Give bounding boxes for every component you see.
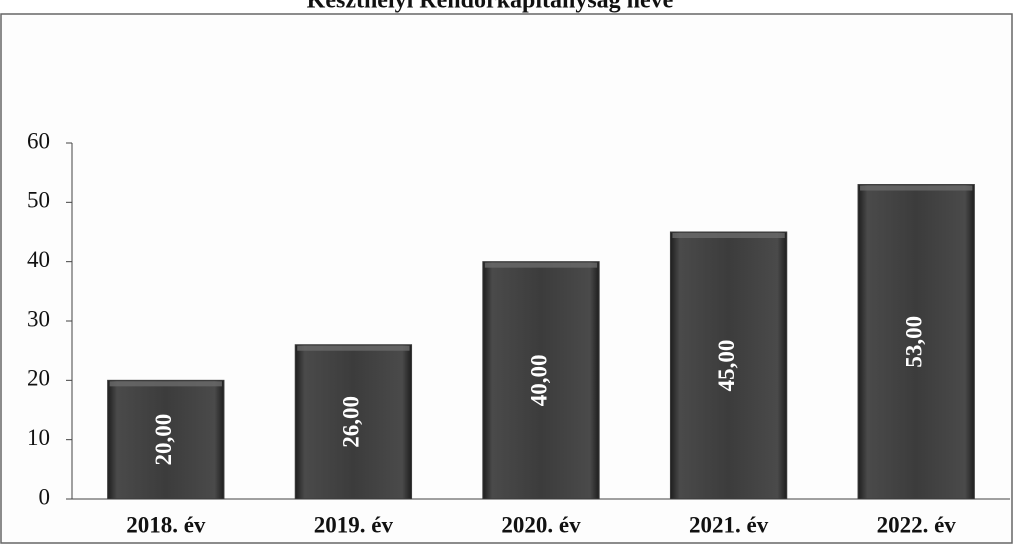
y-tick-label: 60 [27,128,50,153]
y-tick-label: 30 [27,306,50,331]
bar [669,231,788,500]
value-label: 40,00 [526,354,551,406]
y-tick-label: 0 [39,484,51,509]
x-tick-label: 2020. év [501,512,581,537]
bar [107,379,225,500]
x-tick-label: 2018. év [126,512,206,537]
x-tick-label: 2022. év [877,512,957,537]
y-tick-label: 10 [27,425,50,450]
bar-bevel [484,262,598,268]
value-label: 53,00 [901,316,926,368]
chart-title: Keszthelyi Rendőrkapitányság neve [307,0,674,14]
x-tick-label: 2019. év [314,512,394,537]
value-label: 26,00 [339,396,364,448]
bar-bevel [297,345,410,351]
bar [294,344,413,500]
value-label: 45,00 [714,340,739,392]
y-tick-label: 50 [27,188,50,213]
y-tick-label: 20 [27,366,50,391]
bar-bevel [860,185,973,191]
bar-bevel [109,381,222,387]
value-label: 20,00 [151,414,176,466]
bar [482,261,600,500]
bar [857,184,975,500]
y-tick-label: 40 [27,247,50,272]
x-tick-label: 2021. év [689,512,769,537]
bar-bevel [672,233,785,238]
